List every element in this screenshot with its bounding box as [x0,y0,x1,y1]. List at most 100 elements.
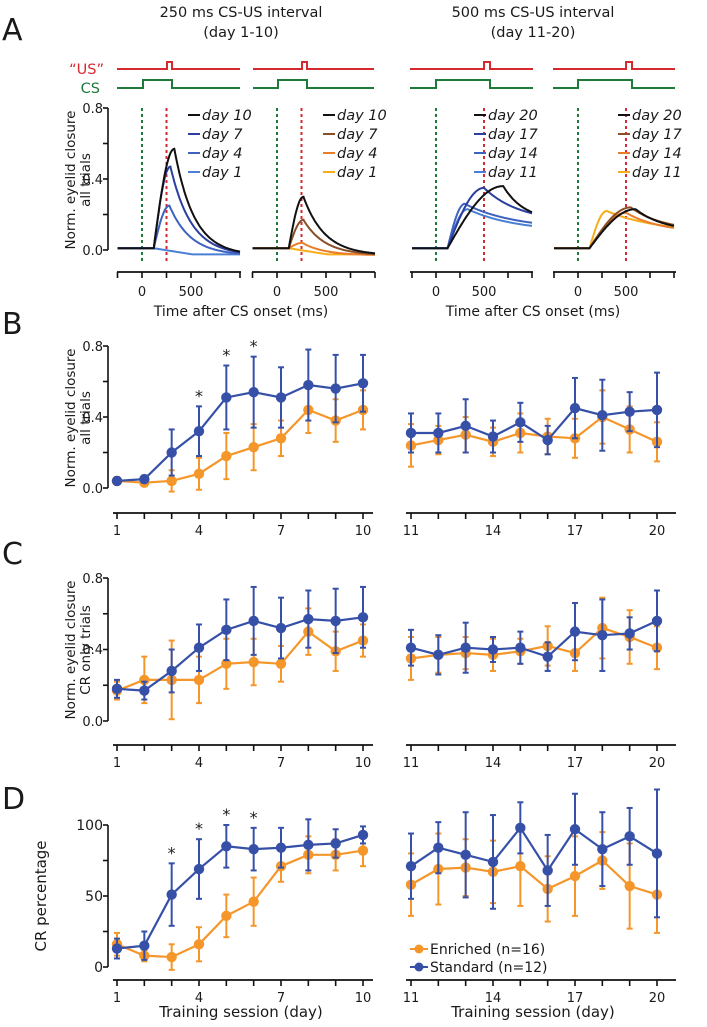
panel-label-b: B [2,307,23,342]
legend-standard-label: Standard (n=12) [430,960,547,976]
panel-d-ylabel: CR percentage [32,840,50,951]
panel-a-xlabel-right: Time after CS onset (ms) [445,304,621,320]
panel-b-standard-point [357,378,369,389]
panel-c-ylabel-line1: Norm. eyelid closure [63,581,79,720]
panel-c-standard-point [193,642,205,653]
panel-b-standard-point [487,431,499,442]
panel-b-standard-point [221,392,232,403]
panel-a-xlabel-left: Time after CS onset (ms) [153,304,329,320]
panel-d-significance-star: * [168,843,176,862]
panel-c-standard-point [248,615,259,627]
panel-a-ylabel-line1: Norm. eyelid closure [63,111,79,250]
us-trace-2 [253,61,374,70]
panel-b-standard-point [248,386,259,398]
panel-b-enriched-point [248,441,259,453]
trace-day-20 [412,185,533,250]
panel-a-ytick-0.0: 0.0 [82,244,103,259]
panel-b-standard-point [624,406,635,417]
us-trace-1 [117,61,240,70]
panel-c-enriched-point [193,674,205,686]
legend-label: day 17 [488,127,539,143]
panel-d-standard-point [569,824,581,835]
panel-b-standard-point [405,427,417,439]
panel-c-standard-point [597,630,608,641]
panel-c-xtick-label: 7 [277,756,285,771]
panel-d-xlabel-left: Training session (day) [158,1003,323,1021]
legend-label: day 1 [202,165,243,181]
panel-d-standard-point [221,841,232,852]
panel-b-xtick-label: 11 [403,524,420,539]
trace-day-11 [412,208,533,250]
legend-label: day 10 [337,108,387,124]
panel-d-standard-point [597,843,608,855]
panel-c-standard-point [569,626,581,637]
cs-trace-2 [253,79,374,89]
panel-d-enriched-line [410,859,658,896]
panel-c-xtick-label: 14 [485,756,502,771]
panel-a-xtick-500: 500 [472,285,497,300]
panel-d: CR percentage 100 50 0 Training session … [32,788,676,1021]
panel-c-xtick-label: 11 [403,756,420,771]
panel-d-standard-point [357,829,369,841]
legend-enriched-marker [414,944,424,954]
panel-b-standard-point [166,447,177,458]
panel-c-standard-point [221,624,232,636]
panel-d-enriched-point [624,880,635,892]
header-right-line1: 500 ms CS-US interval [452,5,615,21]
panel-c-ytick-0.8: 0.8 [82,572,103,587]
panel-d-xtick-label: 10 [355,991,372,1006]
cs-trace-3 [410,79,533,89]
header-right-line2: (day 11-20) [491,25,576,41]
panel-a-ylabel-line2: all trials [78,153,94,207]
legend-label: day 7 [337,127,378,143]
panel-b-standard-point [651,404,663,416]
panel-d-standard-point [330,838,341,849]
panel-d-xtick-label: 11 [403,991,420,1006]
legend-label: day 11 [488,165,538,181]
panel-b-standard-point [330,383,341,394]
panel-d-ytick-100: 100 [76,818,103,834]
legend-label: day 14 [632,146,682,162]
header-left-line2: (day 1-10) [203,25,279,41]
panel-a-xtick-500: 500 [614,285,639,300]
panel-c-standard-point [139,685,150,696]
panel-d-enriched-point [515,860,526,872]
panel-b-standard-point [193,426,205,437]
trace-day-10 [252,195,376,255]
legend: Enriched (n=16) Standard (n=12) [410,942,547,976]
panel-c-enriched-line [410,626,658,660]
panel-b-standard-point [139,473,150,485]
panel-c-enriched-point [275,658,287,669]
panel-label-a: A [2,13,23,48]
panel-d-standard-point [515,822,526,834]
panel-c-standard-point [303,613,314,625]
panel-d-ytick-0: 0 [94,960,103,976]
panel-b-enriched-line [410,415,658,447]
trace-day-10 [117,147,241,253]
panel-c-standard-point [111,683,123,695]
panel-a-xtick-500: 500 [314,285,339,300]
panel-d-standard-point [487,856,499,868]
panel-b-ylabel-line1: Norm. eyelid closure [63,349,79,488]
panel-d-standard-point [139,940,150,951]
legend-enriched-label: Enriched (n=16) [430,942,545,958]
panel-d-enriched-point [569,870,581,882]
panel-d-standard-point [651,848,663,859]
panel-c-standard-point [330,615,341,627]
panel-d-enriched-point [166,951,177,963]
panel-c-standard-point [357,612,369,623]
panel-b-xtick-label: 14 [485,524,502,539]
panel-c-xtick-label: 1 [113,756,121,771]
legend-label: day 4 [337,146,378,162]
legend-label: day 11 [632,165,682,181]
panel-label-c: C [2,537,23,572]
panel-c-standard-point [433,649,444,661]
panel-d-standard-point [460,849,471,861]
panel-c-standard-point [515,642,526,653]
panel-c-standard-point [651,615,663,627]
panel-b-enriched-line [116,408,364,484]
panel-b-standard-point [460,420,471,432]
panel-c-standard-line [410,619,658,658]
us-label: “US” [69,62,104,78]
